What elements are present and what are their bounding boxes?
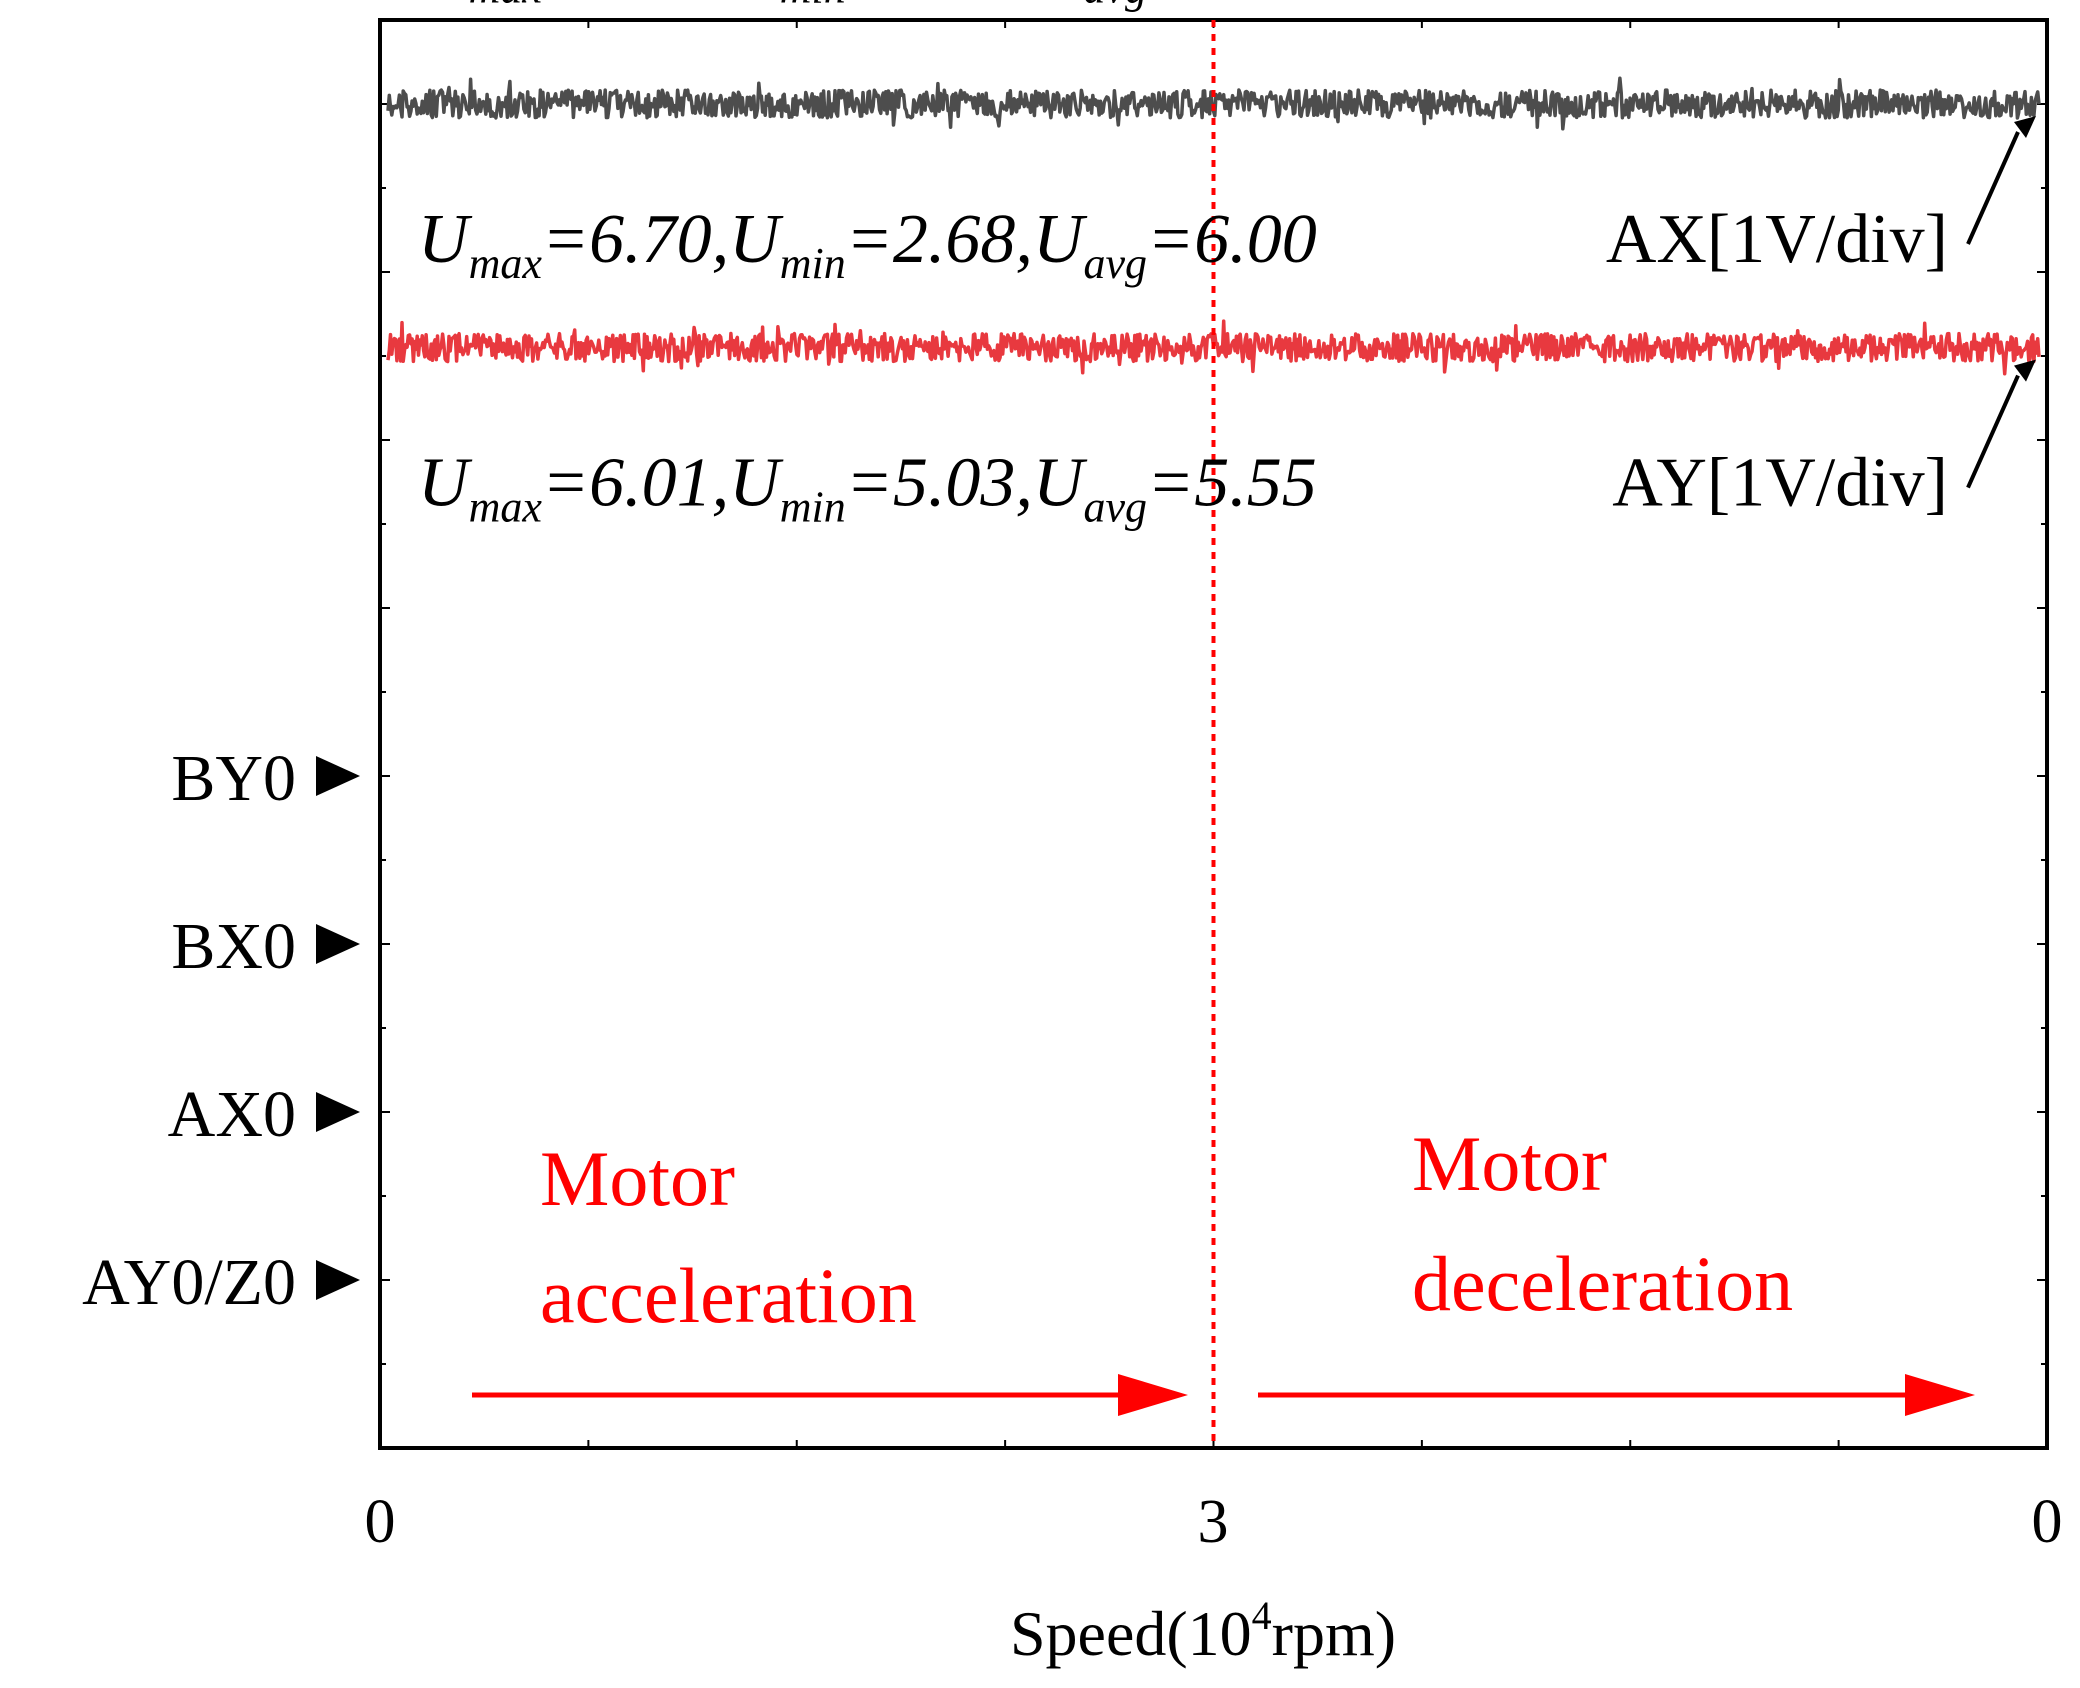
- baseline-marker-ax0: [316, 1092, 360, 1132]
- axis-ticks: [380, 20, 2047, 1448]
- stats-ax-part: =6.70,: [542, 201, 729, 278]
- stats-ax-part: U: [729, 201, 784, 278]
- stats-ax-part: =2.68,: [846, 201, 1033, 278]
- stats-ax-part: =6.00: [1147, 201, 1317, 278]
- baseline-label-bx0: BX0: [171, 910, 296, 983]
- scale-label-ax: AX[1V/div]: [1606, 201, 1948, 278]
- annotation-deceleration-line1: Motor: [1412, 1120, 1607, 1207]
- stats-ax-part: U: [418, 201, 473, 278]
- stats-bx: Umax=7.37,Umin=3.00,Uavg=6.64: [418, 0, 1317, 12]
- stats-ax-part: min: [780, 239, 846, 288]
- stats-ay-part: =6.01,: [542, 445, 729, 522]
- pointer-head-ay: [2014, 359, 2036, 382]
- stats-ay: Umax=6.01,Umin=5.03,Uavg=5.55: [418, 445, 1317, 532]
- annotation-acceleration-line1: Motor: [540, 1135, 735, 1222]
- acceleration-arrow: [472, 1374, 1188, 1416]
- scale-label-bx: BX[1V/div]: [1610, 0, 1948, 2]
- stats-bx-part: U: [418, 0, 473, 2]
- stats-bx-part: U: [729, 0, 784, 2]
- stats-ay-part: min: [780, 483, 846, 532]
- baseline-label-ax0: AX0: [168, 1078, 296, 1151]
- stats-ax-part: avg: [1084, 239, 1148, 288]
- baseline-marker-ay0-z0: [316, 1260, 360, 1300]
- annotation-acceleration: Motor acceleration: [540, 1135, 917, 1339]
- stats-bx-part: =3.00,: [846, 0, 1033, 2]
- series-stats: Umax=8.21,Umin=7.26,Uavg=7.70BY[1V/div]U…: [418, 0, 2036, 532]
- stats-ax: Umax=6.70,Umin=2.68,Uavg=6.00: [418, 201, 1317, 288]
- x-axis-label-main: Speed(10: [1010, 1598, 1252, 1669]
- stats-bx-part: avg: [1084, 0, 1148, 12]
- pointer-ay: [1966, 374, 2020, 489]
- annotation-deceleration: Motor deceleration: [1412, 1120, 1793, 1327]
- stats-bx-part: =7.37,: [542, 0, 729, 2]
- stats-ay-part: U: [418, 445, 473, 522]
- x-axis-label-unit: rpm): [1272, 1598, 1396, 1669]
- x-axis-label: Speed(104rpm): [1010, 1593, 1396, 1669]
- baseline-label-ay0-z0: AY0/Z0: [82, 1246, 296, 1319]
- baseline-marker-by0: [316, 756, 360, 796]
- stats-ay-part: =5.55: [1147, 445, 1317, 522]
- stats-ay-part: U: [729, 445, 784, 522]
- stats-ay-part: avg: [1084, 483, 1148, 532]
- stats-ax-part: U: [1033, 201, 1088, 278]
- x-tick-label-mid: 3: [1198, 1488, 1229, 1556]
- stats-bx-part: =6.64: [1147, 0, 1317, 2]
- x-axis-label-superscript: 4: [1252, 1593, 1272, 1638]
- stats-bx-part: max: [469, 0, 543, 12]
- stats-ay-part: U: [1033, 445, 1088, 522]
- annotation-acceleration-line2: acceleration: [540, 1252, 917, 1339]
- pointer-head-ax: [2014, 116, 2036, 138]
- baseline-markers: BY0 BX0 AX0 AY0/Z0: [82, 742, 360, 1319]
- pointer-ax: [1966, 131, 2020, 245]
- stats-bx-part: U: [1033, 0, 1088, 2]
- stats-ay-part: =5.03,: [846, 445, 1033, 522]
- baseline-label-by0: BY0: [171, 742, 296, 815]
- x-tick-label-end: 0: [2032, 1488, 2063, 1556]
- annotation-deceleration-line2: deceleration: [1412, 1240, 1793, 1327]
- deceleration-arrow: [1258, 1374, 1975, 1416]
- stats-bx-part: min: [780, 0, 846, 12]
- x-tick-label-start: 0: [365, 1488, 396, 1556]
- stats-ax-part: max: [469, 239, 543, 288]
- baseline-marker-bx0: [316, 924, 360, 964]
- stats-ay-part: max: [469, 483, 543, 532]
- scale-label-ay: AY[1V/div]: [1612, 445, 1948, 522]
